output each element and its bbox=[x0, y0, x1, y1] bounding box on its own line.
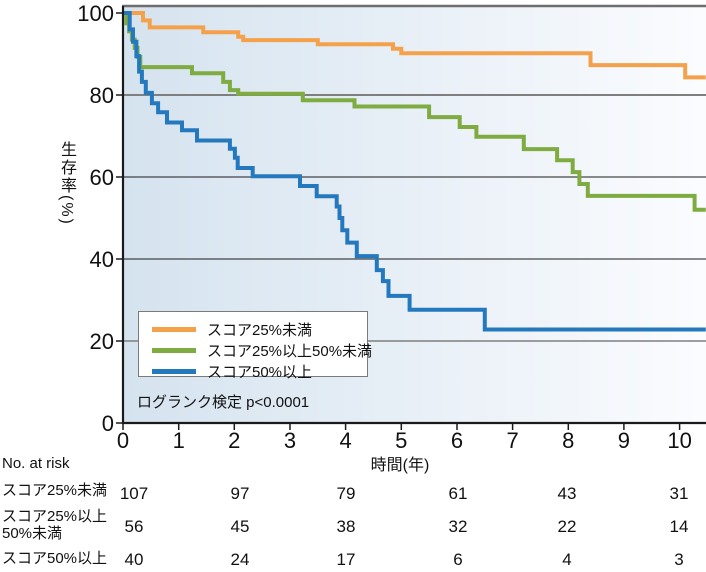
x-tick-label: 5 bbox=[395, 428, 407, 453]
x-tick-label: 9 bbox=[618, 428, 630, 453]
at-risk-value: 22 bbox=[557, 517, 577, 536]
at-risk-value: 3 bbox=[674, 550, 684, 569]
legend-swatch-score-ge50 bbox=[152, 369, 196, 374]
at-risk-value: 24 bbox=[230, 550, 250, 569]
y-tick-label: 40 bbox=[90, 247, 114, 272]
at-risk-value: 14 bbox=[669, 517, 689, 536]
x-tick-label: 0 bbox=[117, 428, 129, 453]
at-risk-value: 56 bbox=[124, 517, 144, 536]
legend-swatch-score-25to50 bbox=[152, 348, 196, 353]
at-risk-value: 107 bbox=[119, 484, 149, 503]
at-risk-row-label-line: 50%未満 bbox=[2, 524, 63, 542]
x-tick-label: 7 bbox=[506, 428, 518, 453]
at-risk-row-label: スコア25%以上 50%未満 bbox=[2, 508, 108, 542]
at-risk-value: 17 bbox=[336, 550, 356, 569]
at-risk-row-label-line: スコア50%以上 bbox=[2, 550, 108, 567]
legend-swatch-score-lt25 bbox=[152, 327, 196, 332]
legend-item: スコア50%以上 bbox=[152, 361, 367, 382]
x-tick-label: 2 bbox=[228, 428, 240, 453]
at-risk-value: 31 bbox=[669, 484, 689, 503]
at-risk-value: 6 bbox=[453, 550, 463, 569]
x-axis-title: 時間(年) bbox=[370, 457, 430, 474]
logrank-annotation: ログランク検定 p<0.0001 bbox=[137, 394, 310, 411]
at-risk-value: 4 bbox=[562, 550, 572, 569]
y-tick-label: 80 bbox=[90, 83, 114, 108]
legend-label: スコア50%以上 bbox=[207, 364, 313, 381]
at-risk-value: 97 bbox=[230, 484, 250, 503]
at-risk-value: 32 bbox=[448, 517, 468, 536]
y-tick-label: 100 bbox=[77, 1, 114, 26]
y-tick-label: 20 bbox=[90, 329, 114, 354]
x-tick-label: 10 bbox=[667, 428, 691, 453]
at-risk-value: 38 bbox=[336, 517, 356, 536]
at-risk-row-label: スコア50%以上 bbox=[2, 550, 108, 568]
x-tick-label: 3 bbox=[284, 428, 296, 453]
y-tick-label: 60 bbox=[90, 165, 114, 190]
curve-score-lt25 bbox=[123, 11, 706, 80]
legend-label: スコア25%以上50%未満 bbox=[207, 343, 373, 360]
curve-score-ge50 bbox=[123, 11, 706, 332]
x-tick-label: 1 bbox=[173, 428, 185, 453]
y-axis-title: 生存率(%) bbox=[58, 141, 75, 226]
legend-item: スコア25%未満 bbox=[152, 319, 367, 340]
x-tick-label: 6 bbox=[451, 428, 463, 453]
at-risk-header: No. at risk bbox=[2, 455, 70, 472]
at-risk-value: 40 bbox=[124, 550, 144, 569]
x-tick-label: 4 bbox=[339, 428, 351, 453]
legend-label: スコア25%未満 bbox=[207, 322, 313, 339]
at-risk-value: 43 bbox=[557, 484, 577, 503]
at-risk-row-label-line: スコア25%未満 bbox=[2, 482, 108, 499]
at-risk-value: 45 bbox=[230, 517, 250, 536]
at-risk-value: 79 bbox=[336, 484, 356, 503]
at-risk-value: 61 bbox=[448, 484, 468, 503]
legend-item: スコア25%以上50%未満 bbox=[152, 340, 372, 361]
x-tick-label: 8 bbox=[562, 428, 574, 453]
at-risk-row-label-line: スコア25%以上 bbox=[2, 508, 108, 525]
at-risk-row-label: スコア25%未満 bbox=[2, 482, 108, 500]
legend: スコア25%未満スコア25%以上50%未満 スコア50%以上 bbox=[138, 311, 372, 381]
y-tick-label: 0 bbox=[102, 411, 114, 436]
